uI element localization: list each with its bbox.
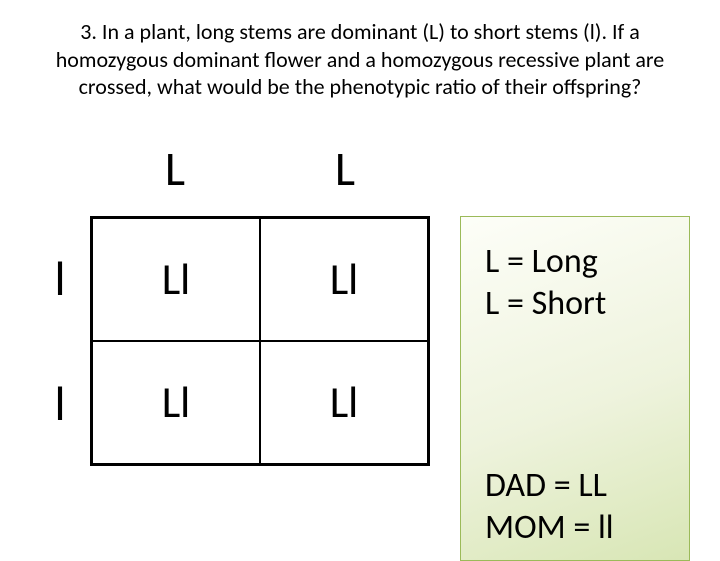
key-line: DAD = LL bbox=[485, 465, 673, 508]
key-line: L = Short bbox=[485, 283, 673, 326]
col-header-2: L bbox=[335, 139, 355, 198]
content-area: L L l l Ll Ll Ll Ll L = Long L = Short D… bbox=[0, 101, 720, 561]
punnett-square: L L l l Ll Ll Ll Ll bbox=[30, 121, 430, 561]
key-line: L = Long bbox=[485, 241, 673, 284]
row-header-2: l bbox=[54, 374, 65, 433]
punnett-cell: Ll bbox=[92, 341, 260, 464]
punnett-grid: Ll Ll Ll Ll bbox=[90, 216, 430, 466]
key-top-group: L = Long L = Short bbox=[485, 241, 673, 326]
punnett-cell: Ll bbox=[260, 218, 428, 341]
key-box: L = Long L = Short DAD = LL MOM = ll bbox=[460, 216, 690, 561]
col-header-1: L bbox=[165, 139, 185, 198]
punnett-cell: Ll bbox=[260, 341, 428, 464]
key-line: MOM = ll bbox=[485, 507, 673, 550]
key-bottom-group: DAD = LL MOM = ll bbox=[485, 465, 673, 550]
row-header-1: l bbox=[54, 249, 65, 308]
question-text: 3. In a plant, long stems are dominant (… bbox=[0, 0, 720, 101]
punnett-cell: Ll bbox=[92, 218, 260, 341]
